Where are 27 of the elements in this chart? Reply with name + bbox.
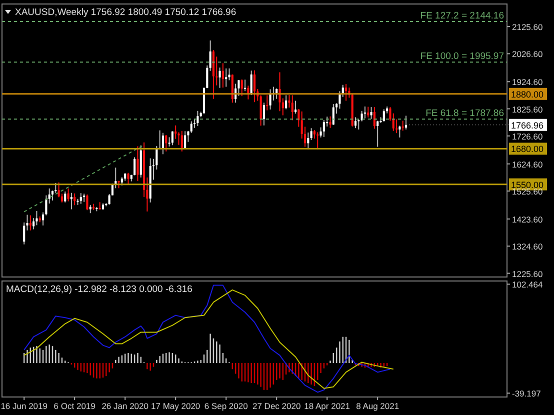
ref-line-label: 1880.00 xyxy=(511,89,544,100)
y-tick-label: 1324.60 xyxy=(512,242,543,252)
annotation: 1766.96 xyxy=(511,120,544,130)
x-tick-label: 6 Oct 2019 xyxy=(54,401,96,411)
y-tick-label: 1624.60 xyxy=(512,159,543,170)
y-tick-label: 2026.60 xyxy=(512,49,543,60)
x-tick-label: 17 May 2020 xyxy=(151,401,200,411)
ref-line-label: FE 127.2 = 2144.16 xyxy=(420,10,504,22)
x-tick-label: 27 Dec 2020 xyxy=(252,401,301,411)
y-tick-label: 1423.60 xyxy=(512,214,543,224)
y-tick-label: -39.197 xyxy=(512,388,542,399)
x-tick-label: 26 Jan 2020 xyxy=(102,401,149,411)
ref-line-label: 1680.00 xyxy=(511,144,544,154)
x-tick-label: 18 Apr 2021 xyxy=(304,401,350,411)
x-tick-label: 6 Sep 2020 xyxy=(204,401,248,411)
y-tick-label: 1225.60 xyxy=(512,268,543,279)
chart-title: MACD(12,26,9) -12.982 -8.123 0.000 -6.316 xyxy=(6,284,192,295)
y-tick-label: 1825.60 xyxy=(512,104,543,114)
x-tick-label: 16 Jun 2019 xyxy=(0,401,48,411)
y-tick-label: 102.464 xyxy=(512,280,543,290)
ref-line-label: FE 100.0 = 1995.97 xyxy=(420,51,504,62)
y-tick-label: 2125.60 xyxy=(512,22,543,32)
ref-line-label: FE 61.8 = 1787.86 xyxy=(426,108,504,120)
y-tick-label: 1924.60 xyxy=(512,77,543,88)
x-tick-label: 8 Aug 2021 xyxy=(356,401,400,411)
y-tick-label: 1726.60 xyxy=(512,131,543,142)
chart-title: XAUUSD,Weekly 1756.92 1800.49 1750.12 1766.96 xyxy=(15,7,236,18)
